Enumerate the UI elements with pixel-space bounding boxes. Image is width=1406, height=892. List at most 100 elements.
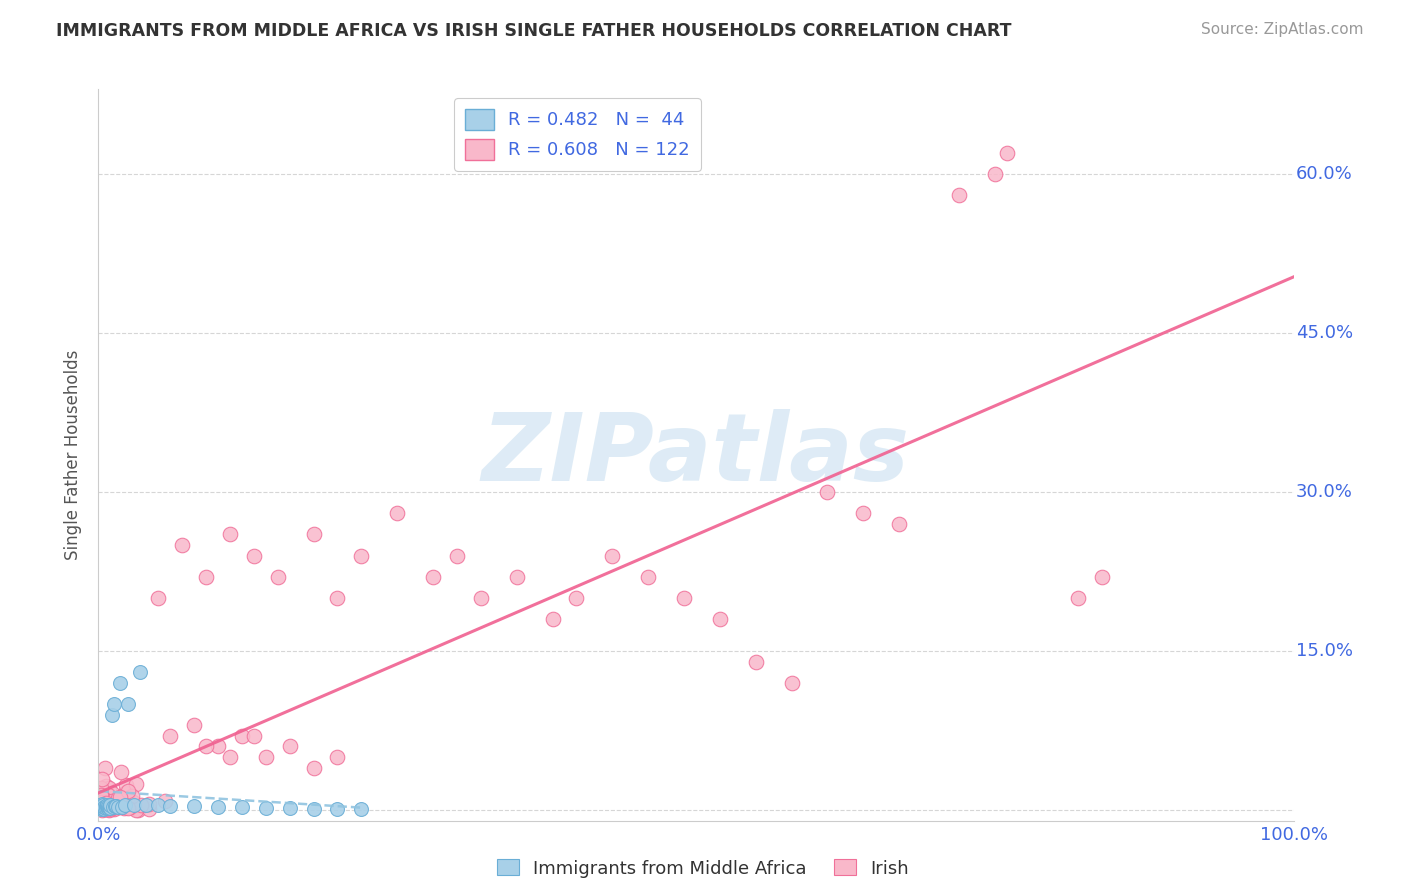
Point — [983, 167, 1005, 181]
Point — [89, 797, 111, 811]
Point — [326, 802, 349, 816]
Point — [90, 800, 112, 814]
Point — [90, 802, 112, 816]
Point — [94, 762, 117, 776]
Point — [91, 799, 114, 814]
Point — [98, 802, 121, 816]
Point — [108, 789, 131, 804]
Point — [96, 800, 118, 814]
Point — [91, 796, 114, 810]
Point — [103, 803, 125, 817]
Text: ZIPatlas: ZIPatlas — [482, 409, 910, 501]
Point — [101, 801, 124, 815]
Point — [89, 781, 111, 796]
Point — [278, 739, 301, 754]
Point — [117, 800, 139, 814]
Point — [112, 801, 135, 815]
Point — [98, 780, 121, 795]
Point — [194, 739, 217, 754]
Point — [97, 788, 120, 802]
Point — [90, 796, 112, 810]
Point — [100, 786, 122, 800]
Point — [94, 796, 117, 810]
Point — [89, 799, 111, 814]
Point — [148, 591, 170, 605]
Point — [111, 799, 134, 814]
Text: IMMIGRANTS FROM MIDDLE AFRICA VS IRISH SINGLE FATHER HOUSEHOLDS CORRELATION CHAR: IMMIGRANTS FROM MIDDLE AFRICA VS IRISH S… — [56, 22, 1012, 40]
Point — [148, 797, 170, 812]
Point — [600, 549, 623, 563]
Point — [90, 800, 112, 814]
Point — [115, 792, 138, 806]
Point — [125, 803, 148, 817]
Point — [138, 802, 160, 816]
Point — [1067, 591, 1090, 605]
Point — [98, 800, 121, 814]
Point — [104, 798, 127, 813]
Point — [91, 791, 114, 805]
Point — [326, 750, 349, 764]
Point — [207, 739, 229, 754]
Point — [107, 794, 129, 808]
Point — [105, 798, 128, 813]
Point — [172, 538, 194, 552]
Point — [89, 795, 111, 809]
Point — [107, 791, 129, 805]
Point — [97, 801, 120, 815]
Point — [98, 795, 121, 809]
Point — [114, 797, 136, 812]
Point — [97, 798, 120, 813]
Point — [117, 801, 139, 815]
Point — [93, 802, 115, 816]
Text: Source: ZipAtlas.com: Source: ZipAtlas.com — [1201, 22, 1364, 37]
Point — [89, 800, 111, 814]
Point — [129, 665, 152, 680]
Point — [90, 791, 112, 805]
Point — [153, 794, 176, 808]
Point — [254, 750, 277, 764]
Point — [278, 801, 301, 815]
Point — [110, 798, 132, 813]
Point — [97, 802, 120, 816]
Point — [118, 800, 141, 814]
Point — [96, 802, 118, 816]
Point — [159, 798, 181, 813]
Point — [219, 750, 242, 764]
Point — [93, 800, 115, 814]
Point — [745, 655, 768, 669]
Point — [101, 794, 124, 808]
Point — [219, 527, 242, 541]
Point — [117, 791, 139, 805]
Point — [94, 801, 117, 815]
Point — [889, 516, 911, 531]
Point — [90, 781, 112, 796]
Point — [115, 790, 138, 805]
Point — [89, 798, 111, 813]
Point — [89, 795, 111, 809]
Point — [115, 799, 138, 814]
Point — [385, 506, 409, 520]
Point — [194, 570, 217, 584]
Point — [138, 797, 160, 811]
Point — [780, 676, 803, 690]
Point — [673, 591, 696, 605]
Point — [995, 145, 1018, 160]
Point — [89, 782, 111, 797]
Point — [302, 802, 325, 816]
Point — [97, 803, 120, 817]
Point — [125, 777, 148, 791]
Point — [90, 794, 112, 808]
Point — [948, 188, 970, 202]
Point — [89, 797, 111, 812]
Point — [183, 798, 205, 813]
Point — [93, 802, 115, 816]
Point — [96, 797, 118, 812]
Point — [267, 570, 290, 584]
Point — [98, 802, 121, 816]
Point — [243, 729, 266, 743]
Point — [90, 803, 112, 817]
Point — [231, 800, 253, 814]
Point — [1091, 570, 1114, 584]
Point — [108, 676, 131, 690]
Point — [104, 801, 127, 815]
